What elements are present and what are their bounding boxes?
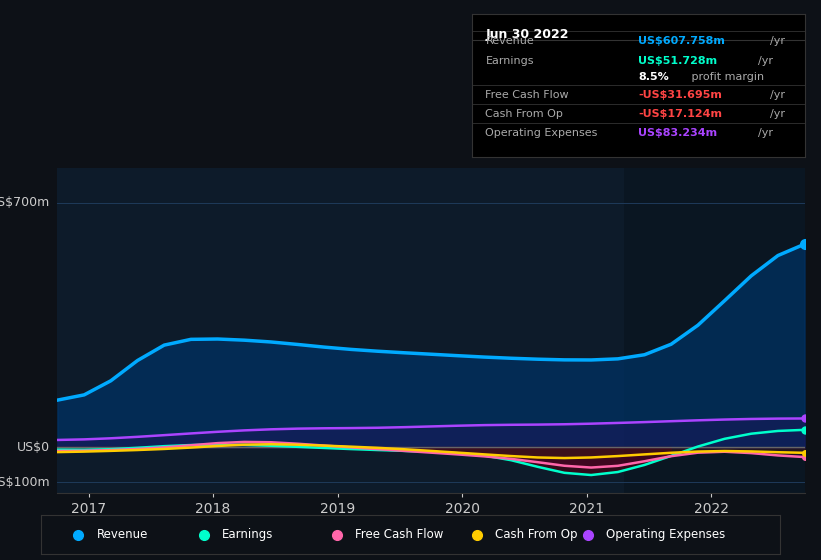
Text: Earnings: Earnings xyxy=(222,528,273,542)
Text: -US$100m: -US$100m xyxy=(0,476,50,489)
Text: Revenue: Revenue xyxy=(485,36,534,46)
Text: Earnings: Earnings xyxy=(485,56,534,66)
Text: Cash From Op: Cash From Op xyxy=(485,109,563,119)
Text: US$0: US$0 xyxy=(17,441,50,454)
Text: /yr: /yr xyxy=(769,109,785,119)
Text: Free Cash Flow: Free Cash Flow xyxy=(485,90,569,100)
Text: US$700m: US$700m xyxy=(0,197,50,209)
Text: /yr: /yr xyxy=(758,128,773,138)
Text: Cash From Op: Cash From Op xyxy=(496,528,578,542)
Text: /yr: /yr xyxy=(769,36,785,46)
Text: 8.5%: 8.5% xyxy=(639,72,669,82)
Text: US$83.234m: US$83.234m xyxy=(639,128,718,138)
Text: -US$17.124m: -US$17.124m xyxy=(639,109,722,119)
Text: Operating Expenses: Operating Expenses xyxy=(485,128,598,138)
Text: /yr: /yr xyxy=(769,90,785,100)
Text: profit margin: profit margin xyxy=(688,72,764,82)
Text: US$51.728m: US$51.728m xyxy=(639,56,718,66)
Text: Revenue: Revenue xyxy=(97,528,148,542)
Text: Jun 30 2022: Jun 30 2022 xyxy=(485,28,569,41)
Text: Operating Expenses: Operating Expenses xyxy=(606,528,726,542)
Text: US$607.758m: US$607.758m xyxy=(639,36,725,46)
Text: Free Cash Flow: Free Cash Flow xyxy=(355,528,443,542)
Text: /yr: /yr xyxy=(758,56,773,66)
Bar xyxy=(624,168,805,493)
Text: -US$31.695m: -US$31.695m xyxy=(639,90,722,100)
